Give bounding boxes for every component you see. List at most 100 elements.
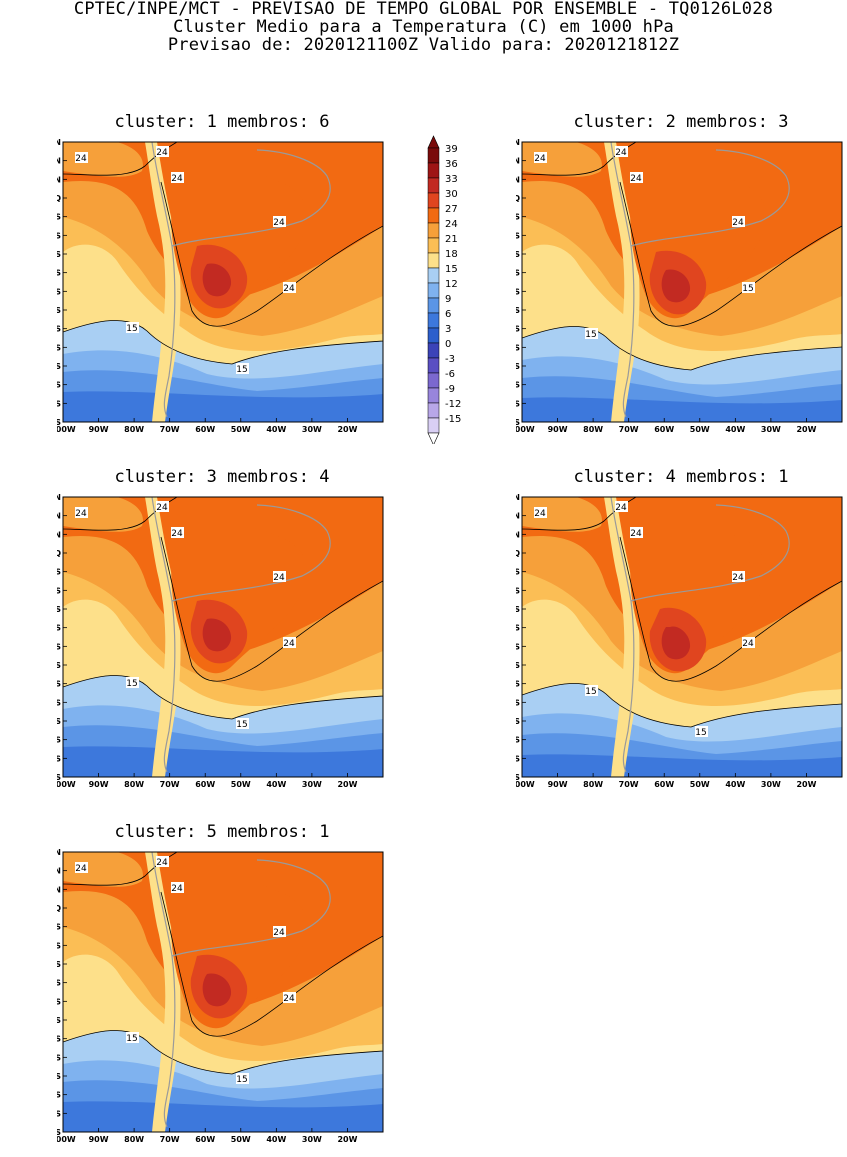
map-frame (62, 141, 384, 423)
lat-label: 25S (57, 642, 61, 651)
colorbar-swatch (427, 267, 440, 284)
contour-label: 24 (283, 284, 295, 294)
contour-label: 24 (273, 573, 285, 583)
panel-title: cluster: 4 membros: 1 (573, 467, 789, 487)
lat-label: 50S (516, 736, 520, 745)
map-panel-cluster-2: cluster: 2 membros: 3 24 24 24 24 15 15 15N 10N… (516, 112, 846, 442)
lon-label: 20W (796, 780, 816, 789)
contour-label-bg (695, 726, 708, 737)
lat-label: 50S (516, 381, 520, 390)
map-plot-area: 24 24 24 24 24 15 15 (63, 852, 383, 1132)
lat-label: 55S (516, 754, 520, 763)
colorbar-swatch (427, 147, 440, 164)
hot-spot-33 (202, 618, 232, 652)
lon-label: 40W (725, 780, 745, 789)
colorbar-swatch (427, 387, 440, 404)
lat-label: 30S (57, 306, 61, 315)
hot-spot-33 (202, 263, 232, 297)
colorbar-swatch (427, 342, 440, 359)
lat-label: 5S (57, 213, 61, 222)
contour-label: 24 (742, 639, 754, 649)
lon-label: 20W (796, 425, 816, 434)
map-panel-cluster-5: cluster: 5 membros: 1 24 24 24 24 24 15 15 15N 1… (57, 822, 387, 1152)
contour-label: 24 (171, 884, 183, 894)
coastline (151, 497, 331, 773)
lat-label: 35S (57, 680, 61, 689)
lon-label: 30W (761, 425, 781, 434)
temperature-map: 24 24 24 24 24 15 15 15N 10N 5N EQ 5S 10S 15S 20S 25S 30… (516, 493, 843, 789)
lat-label: 20S (57, 624, 61, 633)
hot-spot-33 (661, 269, 691, 303)
contour-label: 24 (283, 994, 295, 1004)
map-panel-cluster-1: cluster: 1 membros: 6 24 24 24 24 24 15 15 15N 1… (57, 112, 387, 442)
contour-label-bg (732, 216, 745, 227)
hot-spot-33 (202, 973, 232, 1007)
colorbar-swatch (427, 252, 440, 269)
contour-label: 24 (534, 154, 546, 164)
lat-label: 5N (57, 530, 61, 539)
colorbar-swatch (427, 222, 440, 239)
lat-label: 50S (57, 381, 61, 390)
contour-label-bg (236, 1073, 249, 1084)
map-plot-area: 24 24 24 24 15 15 (522, 142, 842, 422)
caribbean-band (522, 142, 602, 177)
temperature-map: 24 24 24 24 15 15 15N 10N 5N EQ 5S 10S 15S 20S 25S 30S 3… (516, 138, 843, 434)
colorbar-label: 18 (445, 249, 458, 260)
contour-label-bg (156, 856, 169, 867)
contour-label: 15 (126, 679, 137, 689)
lat-label: 45S (57, 717, 61, 726)
contour-label: 15 (585, 687, 596, 697)
lat-label: 25S (516, 642, 520, 651)
lat-label: 10N (516, 512, 520, 521)
lat-label: EQ (516, 549, 520, 558)
contour-label: 24 (273, 928, 285, 938)
contour-label-bg (283, 992, 296, 1003)
lon-label: 80W (583, 780, 603, 789)
contour-24-east (619, 181, 842, 327)
temperature-map: 24 24 24 24 24 15 15 15N 10N 5N EQ 5S 10S 15S 20S 25S 30… (57, 493, 384, 789)
lat-label: 40S (516, 698, 520, 707)
lon-label: 40W (266, 425, 286, 434)
lat-label: 15N (57, 848, 61, 857)
lon-label: 100W (57, 425, 76, 434)
contour-label-bg (585, 685, 598, 696)
lon-label: 50W (231, 1135, 251, 1144)
band-6 (522, 754, 842, 777)
coastline (151, 142, 331, 418)
contour-label: 24 (156, 858, 168, 868)
lat-label: 25S (516, 287, 520, 296)
contour-24-east (160, 536, 383, 682)
lon-label: 90W (89, 425, 109, 434)
lon-label: 70W (160, 1135, 180, 1144)
lon-label: 90W (548, 425, 568, 434)
lon-label: 50W (231, 780, 251, 789)
lat-label: 30S (57, 661, 61, 670)
lon-label: 20W (337, 425, 357, 434)
contour-label: 24 (75, 154, 87, 164)
lon-label: 30W (302, 1135, 322, 1144)
contour-24-east (619, 536, 842, 682)
colorbar-swatch (427, 282, 440, 299)
contour-label: 24 (615, 503, 627, 513)
lat-label: 55S (57, 1109, 61, 1118)
contour-label-bg (126, 322, 139, 333)
lat-label: 35S (516, 680, 520, 689)
header-line-2: Cluster Medio para a Temperatura (C) em … (173, 17, 674, 37)
contour-label: 24 (273, 218, 285, 228)
map-frame (62, 851, 384, 1133)
lat-label: 15S (57, 960, 61, 969)
lon-label: 90W (89, 780, 109, 789)
contour-label-bg (236, 718, 249, 729)
lat-label: 10S (57, 586, 61, 595)
colorbar-label: 24 (445, 219, 458, 230)
lat-label: 50S (57, 1091, 61, 1100)
contour-label: 24 (732, 573, 744, 583)
lat-label: 40S (516, 343, 520, 352)
colorbar-label: 12 (445, 279, 458, 290)
contour-label: 24 (156, 148, 168, 158)
contour-label: 15 (585, 330, 596, 340)
lon-label: 80W (124, 780, 144, 789)
lat-label: 20S (57, 269, 61, 278)
lat-label: 15S (516, 250, 520, 259)
band-6 (63, 1101, 383, 1132)
